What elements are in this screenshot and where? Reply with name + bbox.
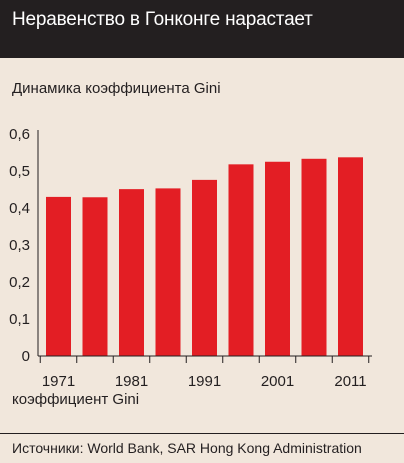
bar-1981 xyxy=(119,189,144,356)
y-tick-label: 0,1 xyxy=(9,311,30,328)
bar-1971 xyxy=(46,196,71,356)
x-tick-label: 1971 xyxy=(42,373,75,390)
x-axis-title: коэффициент Gini xyxy=(12,391,139,408)
bar-2011 xyxy=(338,157,363,356)
x-tick-label: 2001 xyxy=(261,373,294,390)
chart-title: Динамика коэффициента Gini xyxy=(12,80,221,97)
y-tick-label: 0,6 xyxy=(9,126,30,143)
sources-note: Источники: World Bank, SAR Hong Kong Adm… xyxy=(12,440,362,456)
y-tick-label: 0 xyxy=(22,348,30,365)
y-tick-label: 0,3 xyxy=(9,237,30,254)
header-bar: Неравенство в Гонконге нарастает xyxy=(0,0,404,58)
bars xyxy=(46,157,363,356)
bar-2006 xyxy=(301,158,327,356)
y-axis-labels: 0 0,1 0,2 0,3 0,4 0,5 0,6 xyxy=(9,126,30,365)
footer-divider xyxy=(0,433,404,434)
y-tick-label: 0,2 xyxy=(9,274,30,291)
bar-1976 xyxy=(82,197,108,356)
y-tick-label: 0,5 xyxy=(9,163,30,180)
bar-1986 xyxy=(155,188,181,356)
x-tick-label: 1991 xyxy=(188,373,221,390)
bar-1996 xyxy=(228,164,254,356)
x-tick-label: 1981 xyxy=(115,373,148,390)
bar-2001 xyxy=(265,161,290,356)
x-axis-ticks xyxy=(39,356,370,363)
y-tick-label: 0,4 xyxy=(9,200,30,217)
bar-1991 xyxy=(192,179,217,356)
x-axis-labels: 1971 1981 1991 2001 2011 xyxy=(42,373,367,390)
x-tick-label: 2011 xyxy=(334,373,366,390)
page-title: Неравенство в Гонконге нарастает xyxy=(12,9,313,30)
